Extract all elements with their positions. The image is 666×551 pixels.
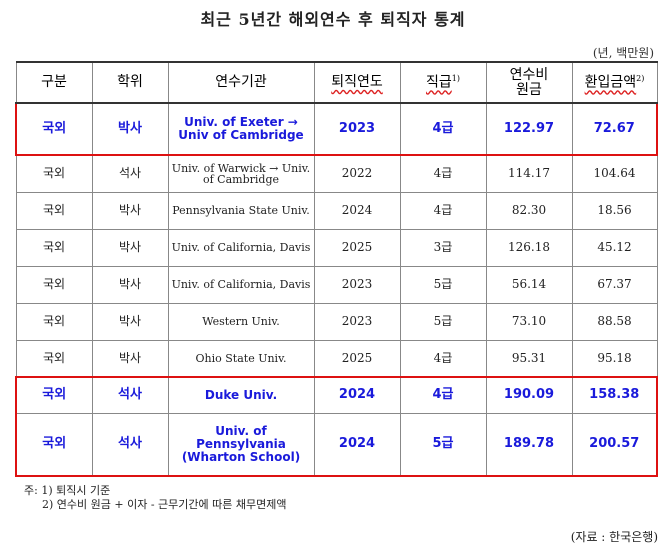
retiree-table: 구분 학위 연수기관 퇴직연도 직급1) 연수비 원금 환입금액2) 국외 박사 …: [15, 61, 658, 477]
cell-retire-year: 2024: [313, 191, 401, 230]
table-row: 국외 박사 Western Univ. 2023 5급 73.10 88.58: [15, 302, 658, 341]
footnote-1: 주: 1) 퇴직시 기준: [24, 484, 111, 497]
cell-grade: 4급: [399, 191, 487, 230]
cell-degree: 석사: [91, 412, 169, 477]
table-row: 국외 석사 Duke Univ. 2024 4급 190.09 158.38: [15, 376, 658, 414]
cell-retire-year: 2022: [313, 154, 401, 193]
cell-institution: Western Univ.: [167, 302, 315, 341]
cell-category: 국외: [15, 376, 93, 414]
cell-cost: 122.97: [485, 102, 573, 156]
table-row: 국외 박사 Ohio State Univ. 2025 4급 95.31 95.…: [15, 339, 658, 378]
footnotes: 주: 1) 퇴직시 기준 2) 연수비 원금 + 이자 - 근무기간에 따른 채…: [24, 484, 286, 512]
cell-cost: 73.10: [485, 302, 573, 341]
cell-category: 국외: [15, 102, 93, 156]
table-row: 국외 박사 Univ. of Exeter → Univ of Cambridg…: [15, 102, 658, 156]
table-row: 국외 박사 Univ. of California, Davis 2023 5급…: [15, 265, 658, 304]
header-refund: 환입금액2): [571, 61, 658, 104]
table-header-row: 구분 학위 연수기관 퇴직연도 직급1) 연수비 원금 환입금액2): [15, 61, 658, 104]
cell-category: 국외: [15, 154, 93, 193]
cell-degree: 박사: [91, 191, 169, 230]
cell-retire-year: 2024: [313, 376, 401, 414]
cell-institution: Duke Univ.: [167, 376, 315, 414]
header-retire-year: 퇴직연도: [313, 61, 401, 104]
cell-grade: 4급: [399, 154, 487, 193]
cell-retire-year: 2025: [313, 339, 401, 378]
cell-retire-year: 2023: [313, 302, 401, 341]
header-cost: 연수비 원금: [485, 61, 573, 104]
cell-institution: Univ. of California, Davis: [167, 265, 315, 304]
cell-cost: 114.17: [485, 154, 573, 193]
cell-degree: 석사: [91, 154, 169, 193]
cell-degree: 석사: [91, 376, 169, 414]
cell-refund: 200.57: [571, 412, 658, 477]
footnote-2: 2) 연수비 원금 + 이자 - 근무기간에 따른 채무면제액: [42, 498, 287, 511]
cell-institution: Univ. of Pennsylvania (Wharton School): [167, 412, 315, 477]
cell-category: 국외: [15, 228, 93, 267]
cell-refund: 158.38: [571, 376, 658, 414]
table-row: 국외 박사 Pennsylvania State Univ. 2024 4급 8…: [15, 191, 658, 230]
cell-category: 국외: [15, 412, 93, 477]
cell-cost: 82.30: [485, 191, 573, 230]
cell-grade: 4급: [399, 102, 487, 156]
cell-degree: 박사: [91, 228, 169, 267]
cell-cost: 56.14: [485, 265, 573, 304]
cell-refund: 104.64: [571, 154, 658, 193]
cell-grade: 5급: [399, 265, 487, 304]
cell-category: 국외: [15, 302, 93, 341]
cell-cost: 95.31: [485, 339, 573, 378]
refund-footnote-mark: 2): [636, 73, 645, 83]
cell-grade: 5급: [399, 412, 487, 477]
header-institution: 연수기관: [167, 61, 315, 104]
table-row: 국외 박사 Univ. of California, Davis 2025 3급…: [15, 228, 658, 267]
cell-degree: 박사: [91, 102, 169, 156]
cell-institution: Univ. of Warwick → Univ. of Cambridge: [167, 154, 315, 193]
cell-category: 국외: [15, 191, 93, 230]
cell-retire-year: 2023: [313, 265, 401, 304]
cell-category: 국외: [15, 339, 93, 378]
cell-refund: 18.56: [571, 191, 658, 230]
header-grade: 직급1): [399, 61, 487, 104]
cell-category: 국외: [15, 265, 93, 304]
cell-refund: 88.58: [571, 302, 658, 341]
header-category: 구분: [15, 61, 93, 104]
cell-retire-year: 2023: [313, 102, 401, 156]
page-title: 최근 5년간 해외연수 후 퇴직자 통계: [200, 10, 466, 29]
cell-cost: 126.18: [485, 228, 573, 267]
cell-grade: 4급: [399, 339, 487, 378]
cell-grade: 5급: [399, 302, 487, 341]
cell-grade: 4급: [399, 376, 487, 414]
unit-label: (년, 백만원): [592, 46, 654, 60]
cell-institution: Univ. of California, Davis: [167, 228, 315, 267]
cell-institution: Pennsylvania State Univ.: [167, 191, 315, 230]
cell-refund: 72.67: [571, 102, 658, 156]
cell-retire-year: 2024: [313, 412, 401, 477]
cell-degree: 박사: [91, 265, 169, 304]
table-row: 국외 석사 Univ. of Pennsylvania (Wharton Sch…: [15, 412, 658, 477]
header-degree: 학위: [91, 61, 169, 104]
grade-footnote-mark: 1): [451, 73, 460, 83]
cell-cost: 190.09: [485, 376, 573, 414]
cell-refund: 95.18: [571, 339, 658, 378]
source-note: (자료 : 한국은행): [570, 530, 658, 544]
cell-degree: 박사: [91, 302, 169, 341]
cell-refund: 45.12: [571, 228, 658, 267]
cell-institution: Univ. of Exeter → Univ of Cambridge: [167, 102, 315, 156]
cell-retire-year: 2025: [313, 228, 401, 267]
table-row: 국외 석사 Univ. of Warwick → Univ. of Cambri…: [15, 154, 658, 193]
cell-grade: 3급: [399, 228, 487, 267]
cell-refund: 67.37: [571, 265, 658, 304]
cell-institution: Ohio State Univ.: [167, 339, 315, 378]
cell-cost: 189.78: [485, 412, 573, 477]
cell-degree: 박사: [91, 339, 169, 378]
